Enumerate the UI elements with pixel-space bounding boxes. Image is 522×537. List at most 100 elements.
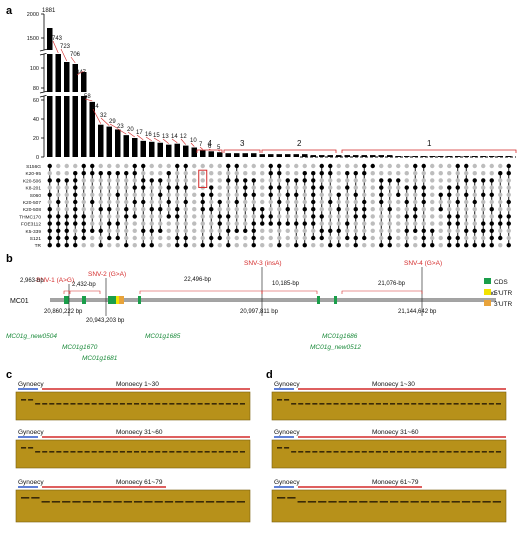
gel-band: [63, 403, 69, 405]
matrix-dot-filled: [421, 192, 426, 197]
group-bracket: [223, 149, 261, 153]
bar-count-label: 723: [60, 44, 71, 50]
matrix-dot-empty: [166, 192, 171, 197]
gel-band: [461, 501, 471, 503]
gel-image: [271, 391, 507, 421]
matrix-dot-empty: [438, 243, 443, 248]
bar: [217, 152, 223, 157]
gel-band: [375, 403, 381, 405]
bar: [370, 155, 376, 157]
matrix-dot-filled: [438, 192, 443, 197]
gel-band: [154, 501, 163, 503]
matrix-dot-filled: [81, 214, 86, 219]
matrix-dot-empty: [141, 207, 146, 212]
matrix-dot-empty: [362, 228, 367, 233]
matrix-dot-filled: [73, 243, 78, 248]
bar: [421, 156, 427, 157]
matrix-dot-filled: [311, 192, 316, 197]
panel-b-label: b: [6, 253, 13, 265]
matrix-dot-filled: [64, 228, 69, 233]
bar: [506, 156, 512, 157]
matrix-dot-empty: [141, 221, 146, 226]
matrix-dot-empty: [294, 207, 299, 212]
bar-break: [46, 50, 53, 54]
matrix-dot-empty: [81, 199, 86, 205]
matrix-dot-filled: [336, 228, 341, 233]
matrix-dot-filled: [56, 243, 61, 248]
matrix-dot-filled: [362, 199, 367, 205]
gel-band: [297, 501, 306, 503]
matrix-dot-filled: [64, 214, 69, 219]
matrix-dot-filled: [183, 235, 188, 241]
gel-band: [446, 403, 452, 405]
matrix-dot-filled: [268, 221, 273, 226]
gel-image: [271, 489, 507, 523]
matrix-dot-filled: [353, 192, 358, 197]
matrix-dot-filled: [226, 163, 231, 169]
matrix-dot-empty: [115, 243, 120, 248]
bar: [446, 156, 452, 157]
matrix-dot-filled: [498, 235, 503, 241]
gel-band: [277, 447, 283, 449]
matrix-dot-empty: [379, 214, 384, 219]
matrix-dot-empty: [455, 228, 460, 233]
matrix-dot-empty: [336, 178, 341, 183]
gel-band: [340, 451, 346, 453]
matrix-dot-empty: [464, 235, 469, 241]
matrix-dot-empty: [387, 192, 392, 197]
gel-band: [119, 403, 125, 405]
matrix-dot-empty: [192, 163, 197, 169]
matrix-dot-empty: [115, 199, 120, 205]
matrix-dot-empty: [200, 235, 205, 241]
matrix-dot-filled: [47, 207, 52, 212]
gel-band: [291, 451, 297, 453]
matrix-dot-filled: [98, 171, 103, 176]
count-leader-line: [199, 146, 203, 150]
distance-label: 2,432-bp: [72, 282, 96, 288]
matrix-dot-empty: [226, 221, 231, 226]
matrix-dot-filled: [277, 221, 282, 226]
gel-band: [51, 501, 61, 503]
matrix-dot-filled: [166, 171, 171, 176]
bar: [395, 156, 401, 157]
matrix-dot-filled: [124, 171, 129, 176]
matrix-dot-empty: [362, 243, 367, 248]
gel-band: [126, 403, 132, 405]
matrix-dot-empty: [438, 163, 443, 169]
gel-band: [347, 403, 353, 405]
matrix-dot-empty: [217, 192, 222, 197]
matrix-dot-filled: [447, 185, 452, 190]
gel-band: [195, 501, 204, 503]
matrix-dot-empty: [430, 171, 435, 176]
gene-block: [317, 296, 320, 304]
gel-band: [319, 403, 325, 405]
matrix-dot-filled: [158, 178, 163, 183]
gel-band: [451, 501, 460, 503]
matrix-dot-filled: [124, 243, 129, 248]
gel-band: [467, 403, 473, 405]
bar: [336, 155, 342, 157]
snv-label: SNV-1 (A>G): [36, 277, 74, 284]
count-leader-line: [171, 138, 178, 143]
group-label: 1: [427, 139, 432, 148]
matrix-dot-filled: [81, 171, 86, 176]
matrix-dot-filled: [73, 185, 78, 190]
matrix-dot-empty: [353, 228, 358, 233]
matrix-dot-filled: [294, 178, 299, 183]
matrix-dot-filled: [183, 163, 188, 169]
matrix-dot-empty: [438, 178, 443, 183]
bar-count-label: 7: [199, 142, 203, 148]
matrix-dot-empty: [81, 185, 86, 190]
matrix-dot-filled: [200, 199, 205, 205]
matrix-dot-filled: [447, 235, 452, 241]
bar-break: [63, 50, 70, 54]
matrix-dot-empty: [226, 235, 231, 241]
bar: [344, 155, 350, 157]
matrix-dot-empty: [447, 228, 452, 233]
gel-band: [277, 497, 286, 499]
gel-band: [112, 403, 118, 405]
gel-band: [347, 451, 353, 453]
matrix-dot-filled: [506, 243, 511, 248]
matrix-dot-empty: [353, 199, 358, 205]
matrix-dot-empty: [455, 171, 460, 176]
